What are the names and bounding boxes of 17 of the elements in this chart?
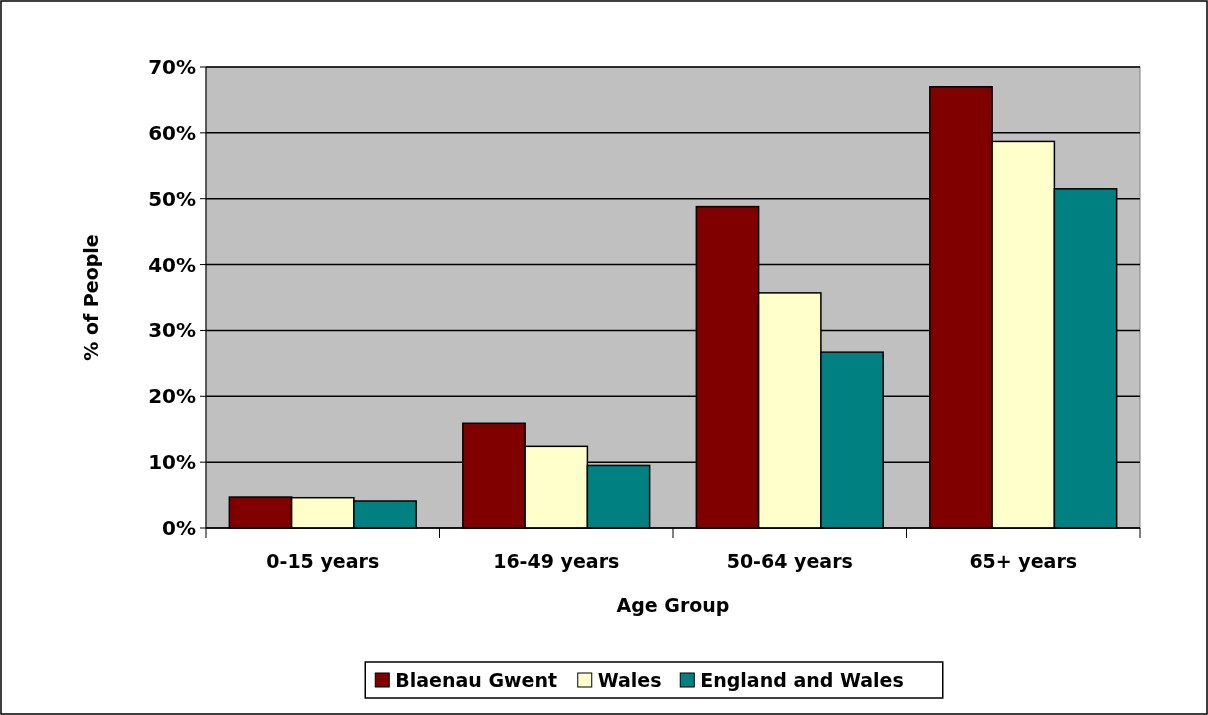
x-tick-label: 50-64 years bbox=[726, 550, 853, 572]
x-tick-label: 16-49 years bbox=[493, 550, 620, 572]
y-axis-title: % of People bbox=[80, 234, 102, 361]
x-tick-label: 0-15 years bbox=[266, 550, 380, 572]
y-tick-label: 30% bbox=[148, 318, 196, 343]
y-tick-label: 50% bbox=[148, 186, 196, 211]
y-tick-label: 0% bbox=[162, 516, 196, 540]
legend-label: England and Wales bbox=[700, 668, 904, 691]
y-tick-label: 60% bbox=[148, 120, 196, 145]
legend-label: Wales bbox=[597, 668, 662, 691]
y-tick-label: 70% bbox=[148, 55, 196, 79]
y-tick-label: 40% bbox=[148, 252, 196, 277]
legend-label: Blaenau Gwent bbox=[395, 668, 558, 691]
y-tick-label: 10% bbox=[148, 450, 196, 475]
y-tick-label: 20% bbox=[148, 384, 196, 409]
x-axis-title: Age Group bbox=[616, 594, 730, 616]
x-tick-label: 65+ years bbox=[969, 550, 1078, 572]
